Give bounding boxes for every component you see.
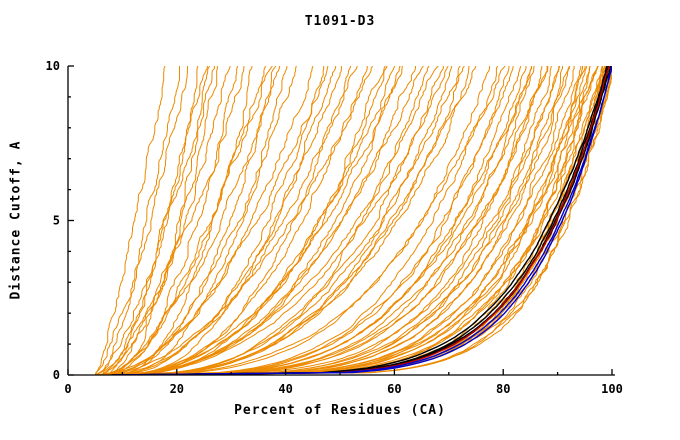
model-curve	[112, 66, 470, 375]
model-curve	[95, 66, 449, 375]
x-axis-label: Percent of Residues (CA)	[234, 403, 446, 418]
model-curve	[106, 66, 535, 375]
model-curve	[117, 66, 514, 375]
model-curve	[100, 66, 281, 375]
tick-labels: 0 20 40 60 80 100 0 5 10	[46, 59, 623, 396]
y-tick-label: 0	[53, 368, 60, 382]
model-curve	[101, 66, 180, 375]
model-curve	[111, 66, 211, 375]
reference	[114, 66, 612, 375]
model	[94, 66, 612, 375]
model-curve	[111, 66, 499, 375]
model-curve	[95, 66, 506, 375]
y-tick-label: 5	[53, 214, 60, 228]
x-tick-label: 0	[64, 382, 71, 396]
x-tick-label: 100	[601, 382, 623, 396]
reference-curve	[117, 66, 612, 375]
model-curve	[112, 66, 582, 375]
model-curve	[106, 66, 273, 375]
model-curve	[95, 66, 477, 375]
model-curve	[117, 66, 396, 375]
model-curve	[95, 66, 598, 375]
model-curve	[100, 66, 575, 375]
model-curve	[95, 66, 588, 375]
model-curve	[133, 66, 583, 375]
model-curve	[106, 66, 586, 375]
model-curve	[101, 66, 465, 375]
chart-title: T1091-D3	[304, 14, 376, 29]
model-curve	[111, 66, 368, 375]
model-curve	[100, 66, 314, 375]
model-curve	[106, 66, 424, 375]
x-tick-label: 40	[278, 382, 292, 396]
model-curve	[116, 66, 570, 375]
x-tick-label: 80	[496, 382, 510, 396]
y-tick-label: 10	[46, 59, 60, 73]
model-curve	[106, 66, 386, 375]
model-curve	[106, 66, 297, 375]
model-curve	[101, 66, 358, 375]
model-curve	[106, 66, 510, 375]
best-model-curve	[114, 66, 610, 375]
model-curve	[95, 66, 215, 375]
y-axis-label: Distance Cutoff, A	[8, 140, 24, 300]
model-curve	[106, 66, 199, 375]
model-curve	[116, 66, 288, 375]
model-curve	[95, 66, 533, 375]
model-curve	[111, 66, 403, 375]
model-curve	[94, 66, 188, 375]
model-curve	[117, 66, 461, 375]
model-curve	[111, 66, 239, 375]
model-curve	[94, 66, 166, 375]
secondary-reference-curve	[114, 66, 610, 375]
x-tick-label: 60	[387, 382, 401, 396]
model-curve	[100, 66, 491, 375]
model-curve	[123, 66, 571, 375]
x-tick-label: 20	[170, 382, 184, 396]
model-curve	[105, 66, 218, 375]
model-curve	[122, 66, 599, 375]
model-curve	[116, 66, 430, 375]
model-curve	[96, 66, 374, 375]
axes	[67, 65, 615, 376]
model-curve	[100, 66, 208, 375]
model-curve	[128, 66, 337, 375]
model-curve	[127, 66, 560, 375]
model-curve	[111, 66, 444, 375]
secondary-reference	[114, 66, 610, 375]
model-curve	[112, 66, 277, 375]
model-curve	[106, 66, 342, 375]
model-curve	[122, 66, 388, 375]
model-curve	[101, 66, 231, 375]
model-curve	[116, 66, 543, 375]
best-model-curve	[111, 66, 608, 375]
model-curve	[111, 66, 612, 375]
model-curve	[95, 66, 561, 375]
model-curve	[95, 66, 245, 375]
model-curve	[123, 66, 533, 375]
model-curve	[95, 66, 329, 375]
model-curve	[127, 66, 549, 375]
model-curve	[100, 66, 591, 375]
model-curve	[106, 66, 453, 375]
model-curve	[133, 66, 612, 375]
model-curve	[100, 66, 439, 375]
